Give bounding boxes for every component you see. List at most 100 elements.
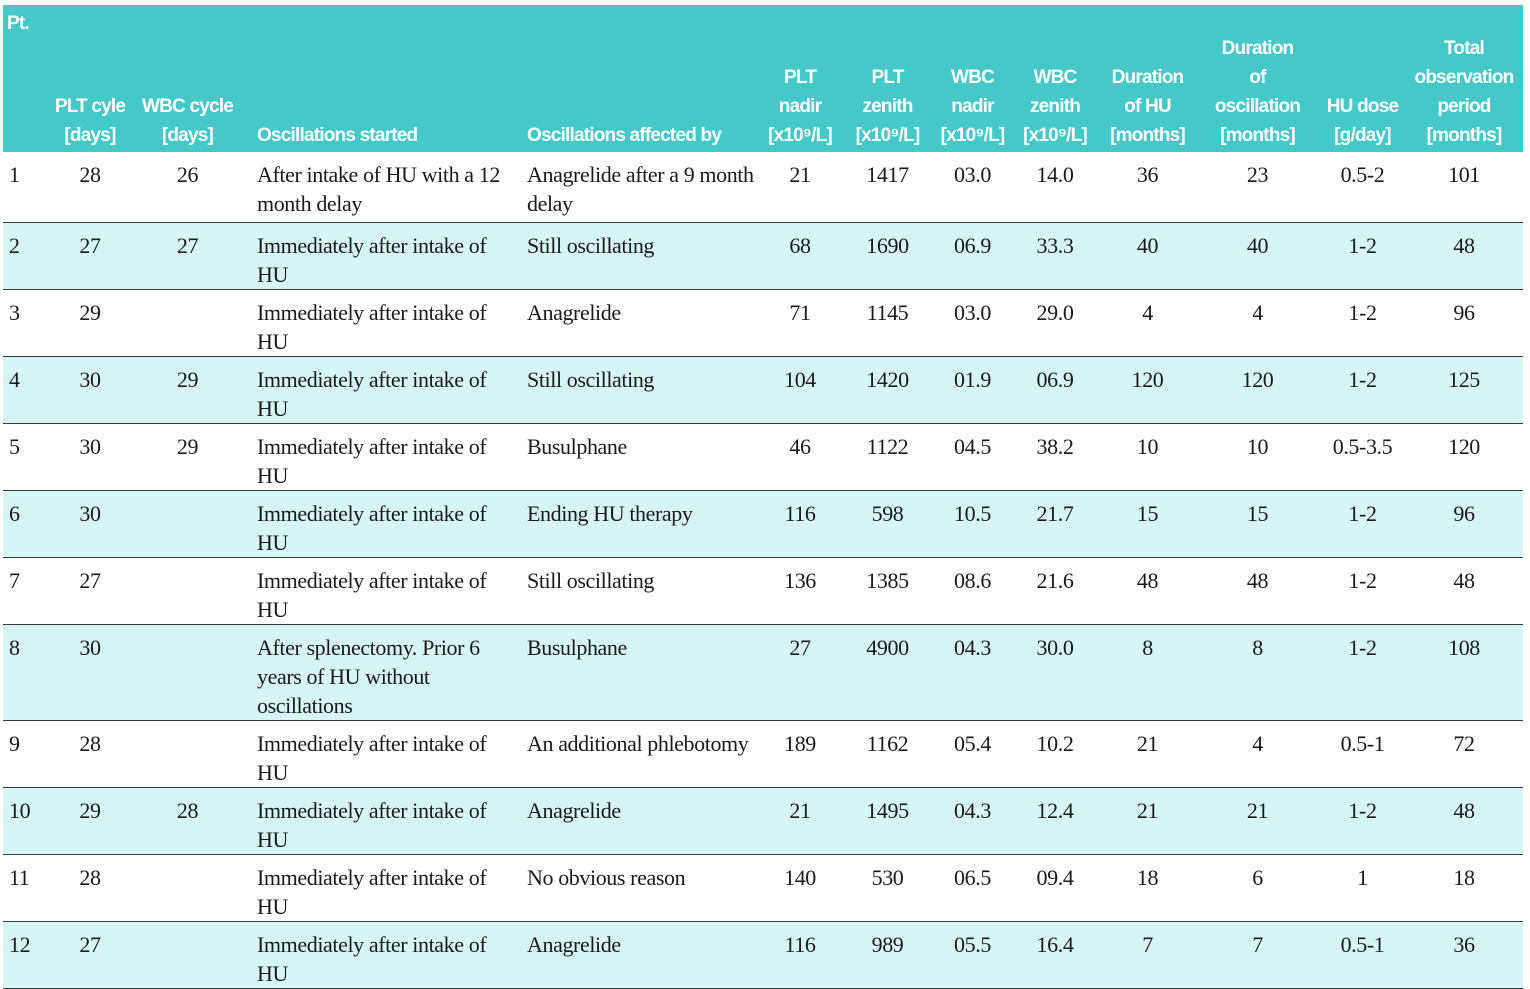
table-cell: 26	[176, 162, 199, 187]
table-cell	[130, 921, 245, 988]
table-cell: 1-2	[1348, 567, 1377, 593]
table-cell	[130, 854, 245, 921]
table-cell: 68	[789, 232, 811, 258]
table-body: 1 28 26 After intake of HU with a 12 month …	[3, 152, 1523, 988]
table-cell: 03.0	[954, 162, 991, 187]
table-cell: 12.4	[1036, 797, 1074, 823]
table-cell: 04.3	[954, 797, 991, 823]
column-header: WBC nadir [x10⁹/L]	[940, 67, 1006, 146]
table-cell: 6	[9, 500, 20, 526]
column-header: Duration of HU [months]	[1110, 67, 1186, 146]
table-row: 3 29 Immediately after intake of HU Anagrel…	[3, 289, 1523, 356]
table-cell: Immediately after intake of HU	[257, 797, 487, 852]
table-cell: 05.4	[954, 730, 991, 756]
table-cell: 29	[79, 299, 101, 325]
table-cell: 0.5-1	[1340, 730, 1385, 756]
table-cell: 21.7	[1036, 500, 1074, 526]
table-row: 5 30 29 Immediately after intake of HU Busul…	[3, 423, 1523, 490]
table-cell: Immediately after intake of HU	[257, 567, 487, 622]
table-cell: 30	[79, 433, 101, 459]
table-cell: 27	[176, 232, 199, 258]
table-cell: No obvious reason	[527, 864, 686, 890]
column-header: PLT cyle [days]	[54, 96, 126, 146]
table-cell: 8	[9, 634, 20, 660]
table-cell	[130, 557, 245, 624]
table-row: 11 28 Immediately after intake of HU No obv…	[3, 854, 1523, 921]
table-cell: 12	[9, 931, 31, 957]
table-cell: 1690	[866, 232, 909, 258]
table-cell: 15	[1246, 500, 1269, 526]
table-cell: 09.4	[1036, 864, 1074, 890]
table-cell: Still oscillating	[527, 232, 655, 258]
table-cell: 04.5	[954, 433, 991, 459]
table-cell: 03.0	[954, 299, 991, 325]
column-header: Total observation period [months]	[1414, 38, 1515, 146]
table-cell: 8	[1252, 634, 1263, 660]
table-cell: 40	[1136, 232, 1159, 258]
table-cell: 30	[79, 634, 101, 660]
table-cell: 96	[1453, 299, 1475, 325]
table-cell: Anagrelide	[527, 797, 621, 823]
column-header: HU dose [g/day]	[1326, 96, 1399, 146]
table-cell: 1420	[866, 366, 909, 392]
table-cell: 189	[784, 730, 816, 756]
column-header: Oscillations started	[257, 125, 418, 146]
column-header: WBC cycle [days]	[141, 96, 234, 146]
table-cell: 30	[79, 366, 101, 392]
table-cell: 10	[9, 797, 31, 823]
table-cell: 14.0	[1036, 162, 1074, 187]
table-cell: 101	[1448, 162, 1480, 187]
table-row: 6 30 Immediately after intake of HU Ending …	[3, 490, 1523, 557]
table-cell: 1162	[866, 730, 909, 756]
table-cell: 27	[79, 567, 101, 593]
table-cell: 5	[9, 433, 20, 459]
table-cell: 18	[1453, 864, 1475, 890]
table-cell: 21	[789, 162, 811, 187]
table-cell: 136	[784, 567, 816, 593]
table-cell: 96	[1453, 500, 1475, 526]
column-header: WBC zenith [x10⁹/L]	[1023, 67, 1088, 146]
table-cell: 4900	[866, 634, 909, 660]
table-cell: 1-2	[1348, 366, 1377, 392]
column-header: PLT nadir [x10⁹/L]	[768, 67, 833, 146]
table-cell: 48	[1453, 797, 1475, 823]
table-row: 4 30 29 Immediately after intake of HU Still…	[3, 356, 1523, 423]
table-cell: 21	[1246, 797, 1269, 823]
table-cell: 28	[176, 797, 199, 823]
table-cell: 48	[1136, 567, 1159, 593]
table-cell: 1	[1357, 864, 1368, 890]
table-cell: 21.6	[1036, 567, 1074, 593]
table-cell: 16.4	[1036, 931, 1074, 957]
table-cell: 27	[79, 232, 101, 258]
table-cell: Still oscillating	[527, 366, 655, 392]
table-cell: 33.3	[1036, 232, 1074, 258]
table-cell: 46	[789, 433, 811, 459]
table-cell: 29	[176, 366, 199, 392]
table-cell: 7	[1142, 931, 1153, 957]
table-cell: 3	[9, 299, 20, 325]
table-cell	[130, 490, 245, 557]
table-cell	[130, 624, 245, 720]
table-cell: 36	[1136, 162, 1159, 187]
table-cell: 06.9	[1036, 366, 1074, 392]
table-cell: 1	[9, 162, 20, 187]
table-cell: 05.5	[954, 931, 991, 957]
table-cell: 1495	[866, 797, 909, 823]
table-cell: 72	[1453, 730, 1475, 756]
table-cell: 06.5	[954, 864, 991, 890]
table-cell: 71	[789, 299, 811, 325]
table-cell: 1-2	[1348, 797, 1377, 823]
table-cell: 10	[1246, 433, 1269, 459]
table-cell: 10.5	[954, 500, 991, 526]
table-cell: 125	[1448, 366, 1480, 392]
column-header: Duration of oscillation [months]	[1214, 38, 1301, 146]
table-cell: 06.9	[954, 232, 991, 258]
table-cell: Ending HU therapy	[527, 500, 693, 526]
table-cell: Busulphane	[527, 433, 627, 459]
table-cell: Immediately after intake of HU	[257, 433, 487, 488]
table-row: 1 28 26 After intake of HU with a 12 month …	[3, 152, 1523, 222]
table-cell: 30	[79, 500, 101, 526]
table-cell: 21	[789, 797, 811, 823]
table-cell: 140	[784, 864, 816, 890]
table-cell: 27	[789, 634, 811, 660]
